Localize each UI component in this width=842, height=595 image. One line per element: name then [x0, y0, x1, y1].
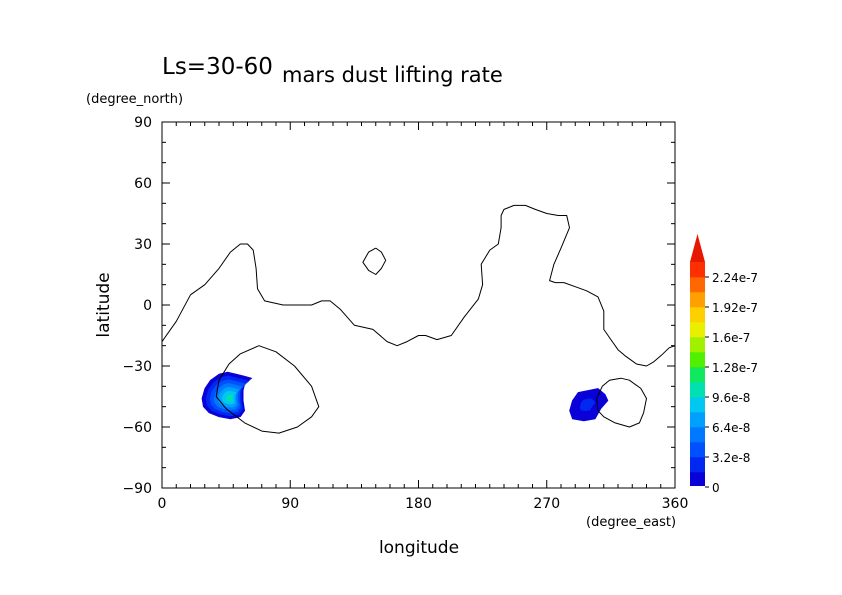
colorbar-band	[690, 382, 705, 398]
dust-level-1-1	[579, 398, 596, 412]
colorbar-band	[690, 337, 705, 353]
colorbar-band	[690, 262, 705, 278]
colorbar-tick-label: 1.28e-7	[712, 361, 758, 375]
dust-region-argyre	[569, 388, 609, 422]
colorbar-band	[690, 397, 705, 413]
colorbar-band	[690, 427, 705, 443]
colorbar-band	[690, 367, 705, 383]
colorbar-band	[690, 322, 705, 338]
colorbar-extend-arrow	[690, 234, 705, 262]
contour-layer	[162, 204, 675, 434]
y-tick-label: 60	[134, 176, 152, 192]
colorbar-band	[690, 457, 705, 473]
colorbar-tick-label: 1.6e-7	[712, 331, 750, 345]
colorbar: 0 3.2e-8 6.4e-8 9.6e-8 1.28e-7 1.6e-7 1.92e-7 2…	[690, 234, 758, 495]
x-axis-label: longitude	[379, 538, 459, 558]
y-tick-label: 30	[134, 237, 152, 253]
argyre-rim-contour	[596, 377, 647, 428]
dust-region-hellas	[201, 371, 253, 420]
y-tick-label: 90	[134, 115, 152, 131]
y-tick-label: 0	[143, 298, 152, 314]
y-axis-label: latitude	[94, 272, 114, 337]
y-axis-units: (degree_north)	[86, 92, 183, 107]
colorbar-tick-label: 1.92e-7	[712, 301, 758, 315]
y-tick-label: −90	[122, 481, 152, 497]
colorbar-band	[690, 307, 705, 323]
small-contour-contour	[362, 247, 387, 275]
x-axis: 0 90 180 270 360	[158, 122, 689, 512]
colorbar-tick-label: 6.4e-8	[712, 421, 750, 435]
chart-title: mars dust lifting rate	[282, 63, 503, 87]
plot-frame	[161, 121, 676, 489]
y-tick-label: −30	[122, 359, 152, 375]
dichotomy-boundary-contour	[162, 204, 675, 367]
colorbar-zero-band	[690, 486, 705, 488]
colorbar-band	[690, 412, 705, 428]
y-axis: −90 −60 −30 0 30 60 90	[122, 115, 675, 497]
colorbar-band	[690, 277, 705, 293]
colorbar-band	[690, 352, 705, 368]
dust-fill-layer	[201, 371, 609, 422]
colorbar-tick-label: 3.2e-8	[712, 451, 750, 465]
y-tick-label: −60	[122, 420, 152, 436]
colorbar-band	[690, 472, 705, 488]
colorbar-tick-label: 2.24e-7	[712, 271, 758, 285]
x-tick-label: 360	[662, 496, 689, 512]
dust-level-0-6	[226, 394, 234, 402]
colorbar-band	[690, 442, 705, 458]
x-tick-label: 90	[281, 496, 299, 512]
x-tick-label: 0	[158, 496, 167, 512]
colorbar-tick-label: 0	[712, 481, 720, 495]
colorbar-band	[690, 292, 705, 308]
chart-subtitle: Ls=30-60	[162, 54, 273, 80]
hellas-rim-contour	[215, 345, 320, 434]
x-tick-label: 180	[405, 496, 432, 512]
x-axis-units: (degree_east)	[586, 515, 676, 530]
colorbar-tick-label: 9.6e-8	[712, 391, 750, 405]
x-tick-label: 270	[533, 496, 560, 512]
